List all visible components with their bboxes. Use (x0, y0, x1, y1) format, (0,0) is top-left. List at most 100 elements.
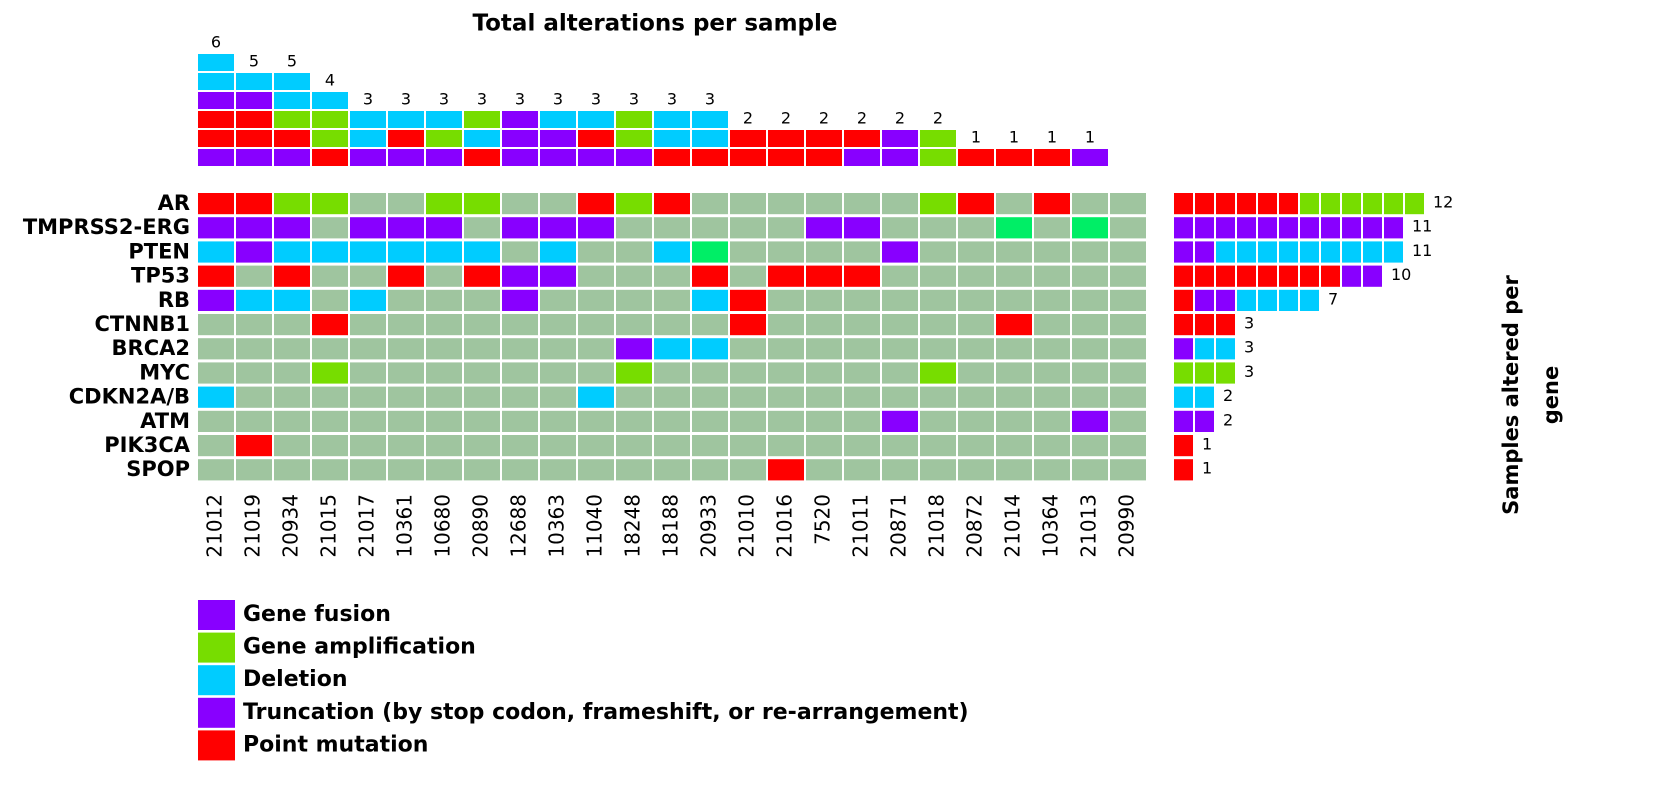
gene-total-bar (1174, 410, 1214, 432)
sample-bar-segment (768, 149, 804, 166)
gene-bar-segment (1174, 386, 1193, 408)
cell (958, 459, 994, 481)
cell (996, 459, 1032, 481)
gene-bar-segment (1258, 241, 1277, 263)
cell (654, 241, 690, 263)
gene-bar-segment (1237, 289, 1256, 311)
sample-bar-segment (274, 73, 310, 90)
sample-bar-segment (806, 149, 842, 166)
cell (806, 338, 842, 360)
cell (844, 241, 880, 263)
gene-total-label: 1 (1202, 435, 1212, 454)
cell (920, 193, 956, 215)
gene-bar-segment (1237, 193, 1256, 215)
legend-swatch (198, 697, 235, 728)
cell (464, 241, 500, 263)
cell (350, 217, 386, 239)
sample-total-bar (730, 130, 766, 166)
sample-label: 21011 (849, 494, 873, 558)
cell (426, 459, 462, 481)
cell (1034, 193, 1070, 215)
cell (540, 386, 576, 408)
sample-total-label: 5 (287, 52, 297, 71)
cell (768, 289, 804, 311)
cell (502, 362, 538, 384)
cell (312, 386, 348, 408)
cell (464, 265, 500, 287)
cell (236, 314, 272, 336)
cell (502, 314, 538, 336)
cell (996, 386, 1032, 408)
gene-bar-segment (1174, 435, 1193, 457)
gene-bar-segment (1174, 193, 1193, 215)
cell (274, 435, 310, 457)
sample-bar-segment (198, 92, 234, 109)
gene-total-label: 3 (1244, 362, 1254, 381)
cell (768, 193, 804, 215)
gene-total-bar (1174, 362, 1235, 384)
cell (1034, 314, 1070, 336)
sample-total-bar (502, 111, 538, 166)
gene-bar-segment (1195, 289, 1214, 311)
cell (958, 362, 994, 384)
cell (882, 217, 918, 239)
gene-bar-segment (1216, 193, 1235, 215)
cell (654, 435, 690, 457)
cell (1034, 459, 1070, 481)
cell (806, 386, 842, 408)
cell (236, 265, 272, 287)
cell (768, 241, 804, 263)
cell (426, 386, 462, 408)
cell (236, 289, 272, 311)
cell (692, 241, 728, 263)
cell (806, 265, 842, 287)
cell (616, 217, 652, 239)
sample-total-label: 3 (705, 90, 715, 109)
gene-bar-segment (1216, 217, 1235, 239)
sample-bar-segment (882, 130, 918, 147)
sample-bar-segment (578, 130, 614, 147)
cell (616, 265, 652, 287)
sample-bar-segment (426, 149, 462, 166)
sample-label: 20934 (279, 494, 303, 558)
cell (958, 265, 994, 287)
gene-bar-segment (1300, 289, 1319, 311)
sample-bar-segment (920, 149, 956, 166)
cell (692, 459, 728, 481)
cell (502, 193, 538, 215)
gene-total-bar (1174, 193, 1424, 215)
gene-total-label: 10 (1391, 265, 1411, 284)
sample-bar-segment (540, 111, 576, 128)
sample-bar-segment (806, 130, 842, 147)
cell (958, 338, 994, 360)
cell (1110, 435, 1146, 457)
sample-total-label: 3 (515, 90, 525, 109)
cell (654, 265, 690, 287)
gene-bar-segment (1279, 241, 1298, 263)
gene-bar-segment (1321, 265, 1340, 287)
cell (236, 241, 272, 263)
gene-bar-segment (1300, 217, 1319, 239)
sample-total-bar (882, 130, 918, 166)
sample-bar-segment (198, 73, 234, 90)
cell (464, 217, 500, 239)
gene-bar-segment (1174, 459, 1193, 481)
cell (844, 435, 880, 457)
cell (540, 193, 576, 215)
gene-total-bar (1174, 217, 1403, 239)
gene-bar-segment (1300, 193, 1319, 215)
sample-label: 18248 (621, 494, 645, 558)
gene-bar-segment (1384, 193, 1403, 215)
cell (844, 314, 880, 336)
cell (996, 314, 1032, 336)
sample-total-bar (578, 111, 614, 166)
cell (806, 410, 842, 432)
cell (920, 289, 956, 311)
sample-bar-segment (654, 111, 690, 128)
gene-bar-segment (1342, 217, 1361, 239)
sample-total-label: 3 (591, 90, 601, 109)
sample-bar-segment (578, 149, 614, 166)
gene-total-bar (1174, 265, 1382, 287)
gene-bar-segment (1279, 193, 1298, 215)
gene-bar-segment (1195, 241, 1214, 263)
